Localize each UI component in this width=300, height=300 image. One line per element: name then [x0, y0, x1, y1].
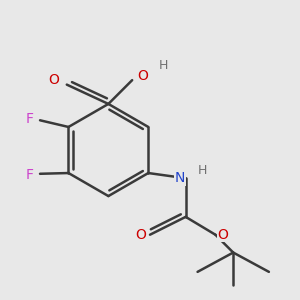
Text: H: H	[197, 164, 207, 177]
Text: O: O	[48, 73, 59, 87]
Text: N: N	[175, 171, 185, 185]
Text: H: H	[159, 59, 168, 72]
Text: F: F	[26, 168, 34, 182]
Text: O: O	[136, 228, 146, 242]
Text: O: O	[137, 69, 148, 83]
Text: F: F	[26, 112, 34, 126]
Text: O: O	[218, 228, 228, 242]
